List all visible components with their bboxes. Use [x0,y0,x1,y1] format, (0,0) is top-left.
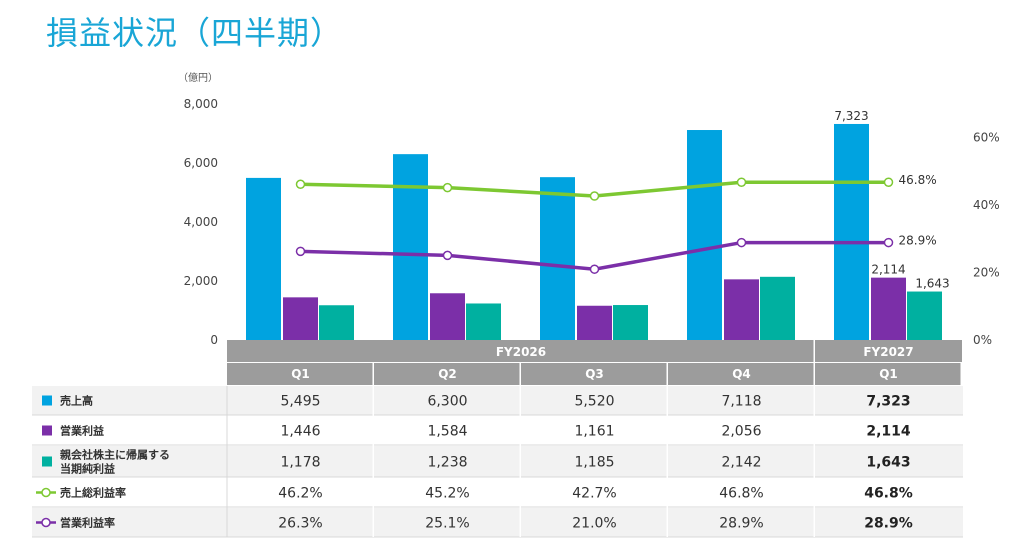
y-left-tick-label: 8,000 [184,97,218,111]
table-cell: 1,446 [280,424,320,440]
line-point [589,191,600,201]
table-cell: 28.9% [719,516,763,532]
table-col-header [668,363,814,385]
table-cell: 1,161 [574,424,614,440]
bar-0 [246,177,281,340]
table-cell: 42.7% [572,486,616,502]
table-cell: 5,495 [280,394,320,410]
bar-2 [466,303,501,340]
table-cell: 2,114 [866,424,911,440]
table-row [32,386,963,415]
table-row [32,446,963,477]
table-cell: 45.2% [425,486,469,502]
bar-1 [724,279,759,340]
y-left-tick-label: 2,000 [184,274,218,288]
table-group-header [227,340,814,362]
legend-marker [41,517,51,528]
line-data-label: 28.9% [899,234,937,248]
legend-swatch [42,425,52,436]
table-row [32,478,963,507]
bar-1 [430,293,465,340]
table-group-label: FY2027 [863,345,913,359]
line-point [736,177,747,187]
table-cell: 46.2% [278,486,322,502]
bar-2 [907,291,942,340]
bar-1 [577,305,612,340]
table-cell: 25.1% [425,516,469,532]
table-cell: 1,178 [280,455,320,471]
line-point [589,264,600,274]
table-cell: 6,300 [427,394,467,410]
table-cell: 2,056 [721,424,761,440]
table-col-header [815,363,961,385]
y-right-tick-label: 60% [973,131,1000,145]
row-label: 売上高 [60,394,93,408]
y-left-tick-label: 6,000 [184,156,218,170]
table-cell: 7,323 [866,394,910,410]
table-cell: 5,520 [574,394,614,410]
table-row [32,416,963,445]
bar-data-label: 1,643 [915,277,949,291]
bar-0 [834,123,869,340]
table-cell: 26.3% [278,516,322,532]
line-point [883,237,894,248]
y-left-tick-label: 0 [210,333,218,347]
table-row [32,508,963,537]
table-col-label: Q1 [291,367,310,381]
table-col-header [374,363,520,385]
row-label-line: 親会社株主に帰属する [60,448,170,462]
table-col-label: Q2 [438,367,457,381]
bar-data-label: 2,114 [871,263,905,277]
row-label: 営業利益 [60,424,104,438]
y-right-tick-label: 20% [973,266,1000,280]
line-data-label: 46.8% [899,173,937,187]
row-label-line: 当期純利益 [60,462,115,476]
line-point [883,177,894,187]
bar-0 [687,130,722,340]
bar-2 [319,305,354,340]
line-point [442,182,453,193]
table-cell: 28.9% [864,516,913,532]
legend-marker [41,487,51,498]
table-col-header [521,363,667,385]
table-col-label: Q4 [732,367,751,381]
table-cell: 1,584 [427,424,467,440]
table-cell: 46.8% [719,486,763,502]
table-cell: 21.0% [572,516,616,532]
table-group-label: FY2026 [496,345,546,359]
table-cell: 2,142 [721,455,761,471]
table-cell: 46.8% [864,486,913,502]
bar-data-label: 7,323 [834,109,868,123]
table-cell: 1,185 [574,455,614,471]
bar-1 [871,277,906,340]
row-label: 売上総利益率 [60,486,126,500]
bar-0 [393,154,428,340]
line-point [736,237,747,248]
unit-label: （億円） [178,71,218,84]
bar-2 [760,276,795,340]
table-cell: 1,238 [427,455,467,471]
y-right-tick-label: 0% [973,333,992,347]
table-col-label: Q1 [879,367,898,381]
table-group-header [815,340,962,362]
bar-0 [540,177,575,340]
table-col-label: Q3 [585,367,604,381]
legend-swatch [42,395,52,406]
y-right-tick-label: 40% [973,198,1000,212]
line-point [295,246,306,257]
bar-1 [283,297,318,340]
bar-2 [613,305,648,340]
y-left-tick-label: 4,000 [184,215,218,229]
line-point [295,179,306,189]
line-point [442,250,453,261]
row-label: 営業利益率 [60,516,115,530]
table-cell: 7,118 [721,394,761,410]
table-col-header [227,363,373,385]
legend-swatch [42,456,52,467]
table-cell: 1,643 [866,455,910,471]
page-title: 損益状況（四半期） [46,14,344,52]
